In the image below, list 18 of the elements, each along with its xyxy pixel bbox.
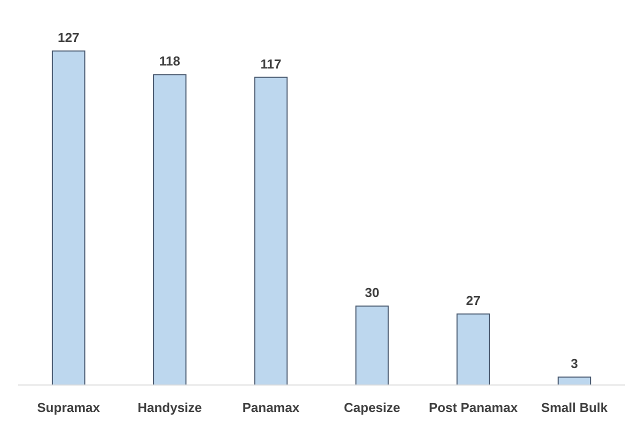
x-tick-label: Supramax [37, 400, 101, 415]
bar [52, 50, 86, 386]
data-label: 127 [58, 30, 80, 45]
bar [558, 376, 592, 386]
bar [254, 76, 288, 386]
data-label: 117 [260, 56, 282, 72]
data-label: 118 [159, 54, 180, 69]
x-tick-label: Small Bulk [541, 400, 608, 415]
x-tick-label: Panamax [242, 400, 300, 415]
x-tick-label: Capesize [344, 400, 400, 415]
bar [355, 306, 389, 386]
x-tick-label: Post Panamax [428, 400, 518, 415]
bar [456, 313, 490, 386]
data-label: 30 [364, 285, 380, 300]
data-label: 3 [570, 356, 578, 372]
x-tick-label: Handysize [138, 400, 202, 415]
data-label: 27 [466, 292, 480, 308]
bar [153, 74, 186, 386]
